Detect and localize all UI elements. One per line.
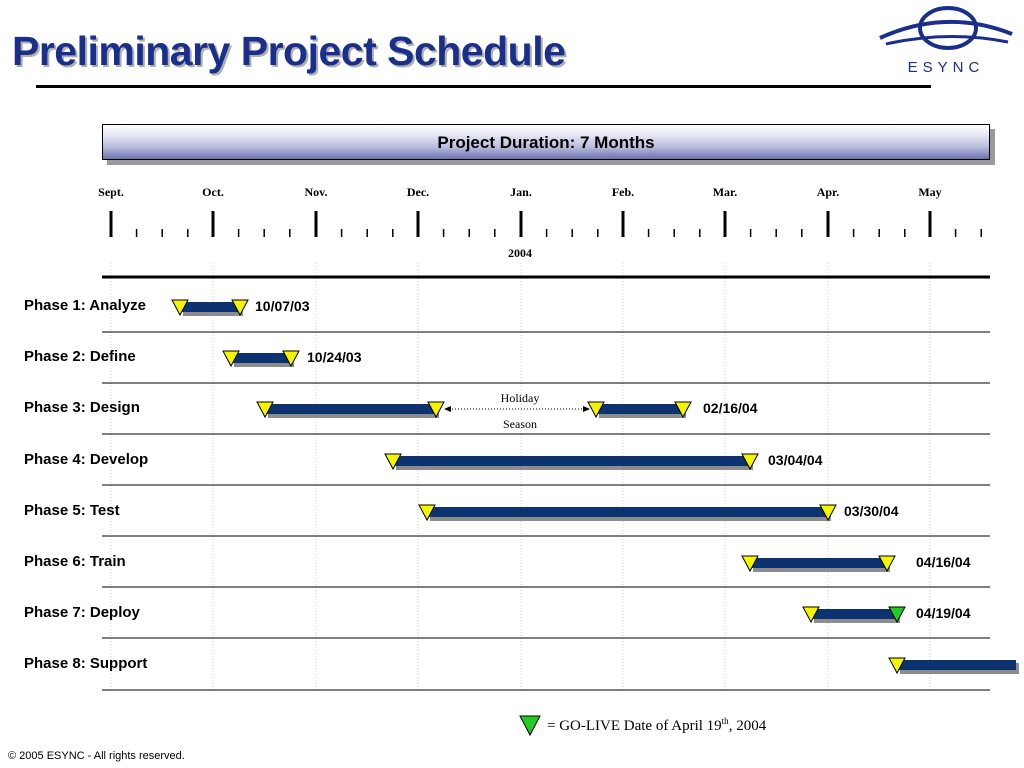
copyright-footer: © 2005 ESYNC - All rights reserved.	[8, 750, 185, 762]
phase-end-date: 10/24/03	[307, 349, 362, 365]
phase-end-date: 02/16/04	[703, 400, 758, 416]
phase-end-date: 10/07/03	[255, 298, 310, 314]
start-milestone-icon	[222, 350, 240, 368]
phase-label: Phase 4: Develop	[24, 451, 149, 468]
phase-label: Phase 3: Design	[24, 399, 140, 416]
end-milestone-icon	[282, 350, 300, 368]
phase-label: Phase 8: Support	[24, 655, 148, 672]
month-label: Nov.	[304, 185, 327, 199]
end-milestone-icon	[878, 555, 896, 573]
phase-label: Phase 1: Analyze	[24, 297, 146, 314]
end-milestone-icon	[231, 299, 249, 317]
phase-label: Phase 6: Train	[24, 553, 126, 570]
month-label: Dec.	[407, 185, 429, 199]
month-label: Feb.	[612, 185, 634, 199]
golive-milestone-icon	[888, 606, 906, 624]
year-label: 2004	[508, 246, 532, 260]
holiday-arrow-right-head	[583, 406, 590, 412]
title-underline	[36, 85, 931, 88]
end-milestone-icon	[674, 401, 692, 419]
phase-bar	[393, 456, 750, 466]
golive-legend-icon	[519, 715, 541, 737]
start-milestone-icon	[741, 555, 759, 573]
svg-text:ESYNC: ESYNC	[908, 59, 985, 76]
golive-legend-text: = GO-LIVE Date of April 19th, 2004	[547, 716, 767, 734]
phase-end-date: 04/16/04	[916, 554, 971, 570]
phase-bar	[897, 660, 1016, 670]
month-label: Sept.	[98, 185, 124, 199]
phase-label: Phase 7: Deploy	[24, 604, 140, 621]
start-milestone-icon	[587, 401, 605, 419]
start-milestone-icon	[888, 657, 906, 675]
start-milestone-icon	[384, 453, 402, 471]
phase-bar	[427, 507, 828, 517]
start-milestone-icon	[171, 299, 189, 317]
phase-end-date: 03/04/04	[768, 452, 823, 468]
start-milestone-icon	[256, 401, 274, 419]
start-milestone-icon	[802, 606, 820, 624]
end-milestone-icon	[819, 504, 837, 522]
phase-label: Phase 2: Define	[24, 348, 136, 365]
phase-end-date: 03/30/04	[844, 503, 899, 519]
esync-logo: ESYNC	[878, 4, 1014, 80]
holiday-label-bottom: Season	[503, 417, 537, 431]
month-label: Apr.	[817, 185, 840, 199]
holiday-arrow-left-head	[444, 406, 451, 412]
month-label: May	[918, 185, 941, 199]
start-milestone-icon	[418, 504, 436, 522]
end-milestone-icon	[741, 453, 759, 471]
phase-label: Phase 5: Test	[24, 502, 120, 519]
month-label: Oct.	[202, 185, 224, 199]
esync-logo-icon: ESYNC	[879, 6, 1013, 76]
phase-bar	[811, 609, 897, 619]
phase-bar	[231, 353, 291, 363]
month-label: Jan.	[510, 185, 532, 199]
project-duration-banner: Project Duration: 7 Months	[102, 124, 990, 160]
phase-bar	[596, 404, 683, 414]
phase-bar	[265, 404, 436, 414]
page-title: Preliminary Project Schedule	[12, 28, 566, 74]
phase-bar	[180, 302, 240, 312]
holiday-label-top: Holiday	[500, 391, 540, 405]
phase-end-date: 04/19/04	[916, 605, 971, 621]
month-label: Mar.	[713, 185, 738, 199]
phase-bar	[750, 558, 887, 568]
end-milestone-icon	[427, 401, 445, 419]
